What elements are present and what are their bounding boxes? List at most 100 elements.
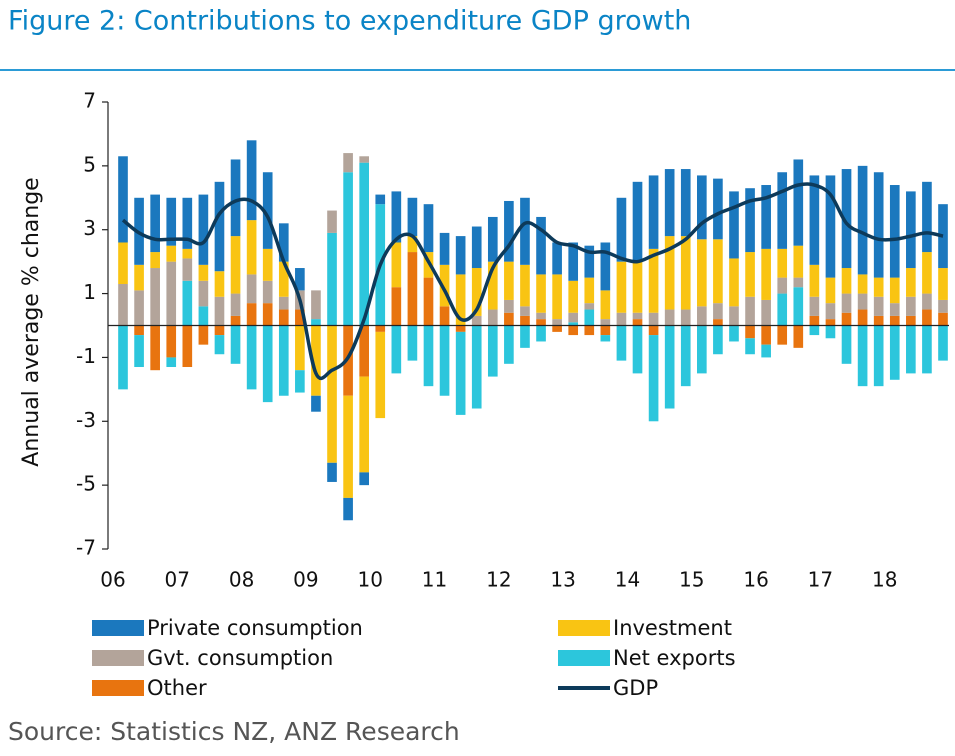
bar (536, 216, 546, 275)
bar (536, 325, 546, 342)
bar (246, 140, 257, 221)
bar (295, 309, 305, 326)
legend-label: Other (147, 676, 207, 700)
bar (552, 319, 562, 326)
bar (536, 274, 546, 313)
bar (214, 296, 225, 326)
bar (809, 296, 820, 316)
bar (504, 261, 514, 300)
legend-swatch (558, 650, 610, 666)
bar (407, 197, 418, 237)
bar (214, 335, 225, 355)
bar (793, 287, 804, 326)
bar (680, 236, 691, 310)
bar (568, 242, 579, 281)
bar (246, 220, 257, 275)
bar (182, 280, 193, 326)
bar (809, 264, 820, 297)
bar (713, 239, 723, 304)
bar (487, 261, 498, 310)
bar (230, 325, 241, 364)
y-tick-label: -7 (76, 536, 96, 560)
bar (504, 325, 514, 364)
bar (697, 306, 707, 326)
bar (343, 172, 353, 326)
bar (230, 315, 241, 326)
legend-label: GDP (613, 676, 658, 700)
y-tick-label: 1 (83, 280, 96, 304)
bar (584, 303, 595, 310)
bar (922, 309, 932, 326)
bar (648, 175, 659, 249)
bar (632, 319, 643, 326)
bar (793, 245, 804, 278)
bar (520, 264, 530, 307)
bar (729, 258, 739, 307)
bar (182, 197, 193, 249)
bar (198, 325, 209, 345)
gdp-line (121, 182, 944, 380)
legend-label: Private consumption (147, 616, 363, 640)
bar (938, 312, 948, 326)
bar (423, 277, 434, 326)
bar (729, 325, 739, 342)
bar (182, 325, 193, 368)
bar (809, 325, 820, 336)
bar (713, 319, 723, 326)
bar (761, 344, 771, 358)
bar (214, 325, 225, 336)
bar (777, 277, 788, 294)
bar (166, 261, 177, 326)
bar (407, 252, 418, 326)
bar (600, 319, 611, 326)
bar (793, 277, 804, 288)
bar (407, 236, 418, 253)
x-tick-label: 08 (229, 568, 254, 592)
bar (118, 325, 128, 390)
bar (262, 280, 273, 304)
bar (230, 293, 241, 316)
bar (906, 268, 916, 297)
bar (648, 248, 659, 313)
bar (697, 175, 707, 240)
bar (343, 325, 353, 396)
bar (648, 325, 659, 336)
bar (600, 335, 611, 342)
bar (664, 309, 675, 326)
bar (278, 309, 289, 326)
bar (295, 268, 305, 291)
bar (680, 169, 691, 237)
chart-title: Figure 2: Contributions to expenditure G… (8, 6, 691, 37)
bar (713, 303, 723, 320)
bar (504, 299, 514, 313)
x-tick-label: 10 (357, 568, 382, 592)
bar (471, 315, 482, 326)
bar (938, 325, 948, 361)
bar (391, 191, 402, 243)
bar (922, 325, 932, 374)
bar (166, 325, 177, 358)
bar (713, 325, 723, 355)
bar (134, 264, 144, 291)
bar (568, 312, 579, 323)
bar (134, 335, 144, 368)
bar (777, 172, 788, 249)
bar (889, 277, 900, 304)
bar (745, 296, 755, 326)
bar (439, 232, 450, 265)
bar (278, 261, 289, 297)
bar (262, 172, 273, 249)
bar (680, 325, 691, 387)
bar (793, 325, 804, 348)
bar (777, 248, 788, 278)
x-tick-label: 18 (872, 568, 897, 592)
bar (922, 293, 932, 310)
bar (198, 280, 209, 307)
bar (938, 268, 948, 300)
bar (664, 169, 675, 237)
x-tick-label: 17 (808, 568, 833, 592)
bar (150, 325, 160, 371)
bar (857, 165, 868, 275)
bar (246, 274, 257, 304)
bar (552, 274, 562, 320)
